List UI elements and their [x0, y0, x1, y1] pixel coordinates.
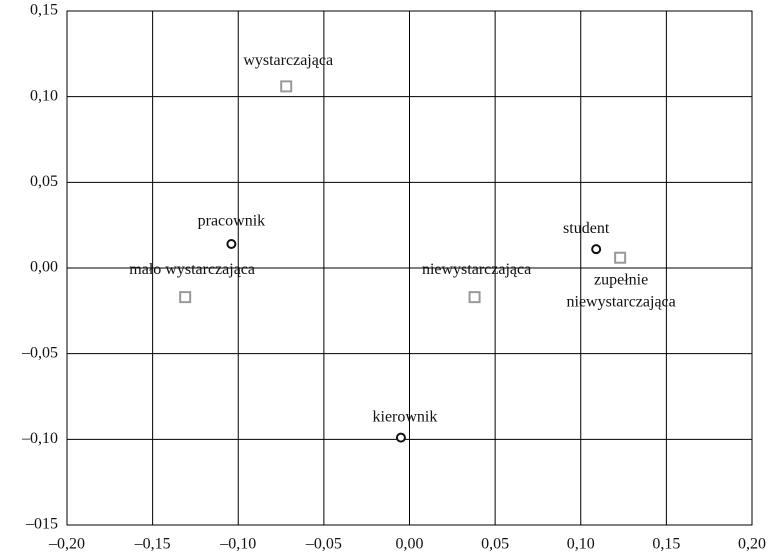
x-tick-label: –0,10	[219, 536, 256, 553]
point-label: student	[563, 220, 610, 237]
x-tick-label: –0,20	[48, 536, 85, 553]
point	[395, 432, 406, 443]
point-label: kierownik	[373, 408, 438, 425]
y-tick-label: –0,10	[21, 430, 58, 447]
x-tick-label: –0,15	[134, 536, 171, 553]
y-tick-label: 0,10	[30, 87, 58, 104]
y-tick-label: 0,15	[30, 2, 58, 19]
x-tick-label: 0,10	[567, 536, 595, 553]
point	[179, 291, 192, 304]
point	[591, 244, 602, 255]
point-label: zupełnie	[594, 271, 648, 288]
point	[226, 239, 237, 250]
point-label: pracownik	[198, 213, 266, 230]
point-label: mało wystarczająca	[129, 261, 255, 278]
x-tick-label: 0,15	[652, 536, 680, 553]
x-tick-label: 0,00	[396, 536, 424, 553]
y-tick-label: 0,00	[30, 259, 58, 276]
point-label: niewystarczająca	[567, 293, 676, 310]
point-label: niewystarczająca	[422, 261, 531, 278]
y-tick-label: –015	[25, 516, 58, 533]
x-tick-label: 0,20	[738, 536, 766, 553]
point	[468, 291, 481, 304]
x-tick-label: –0,05	[305, 536, 342, 553]
x-tick-label: 0,05	[481, 536, 509, 553]
point	[280, 80, 293, 93]
point-label: wystarczająca	[243, 52, 333, 69]
y-tick-label: 0,05	[30, 173, 58, 190]
point	[614, 251, 627, 264]
y-tick-label: –0,05	[21, 344, 58, 361]
